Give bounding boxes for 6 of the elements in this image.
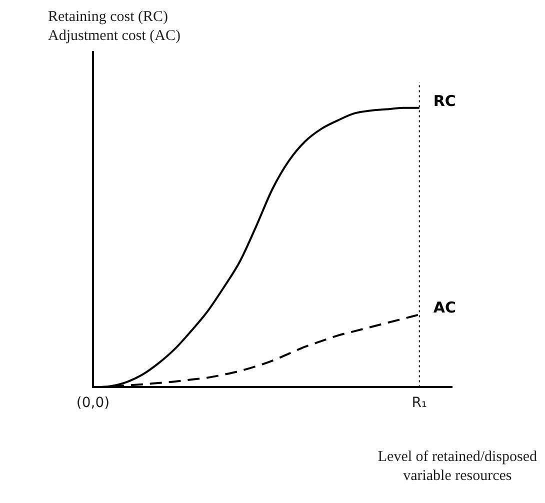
x-tick-label: (0,0) [76, 395, 110, 412]
y-axis-title: Retaining cost (RC) Adjustment cost (AC) [48, 8, 180, 46]
x-tick-label: R₁ [412, 395, 428, 412]
series-label: AC [433, 298, 456, 316]
x-axis-title: Level of retained/disposed variable resources [378, 448, 537, 486]
series-label: RC [433, 92, 456, 110]
